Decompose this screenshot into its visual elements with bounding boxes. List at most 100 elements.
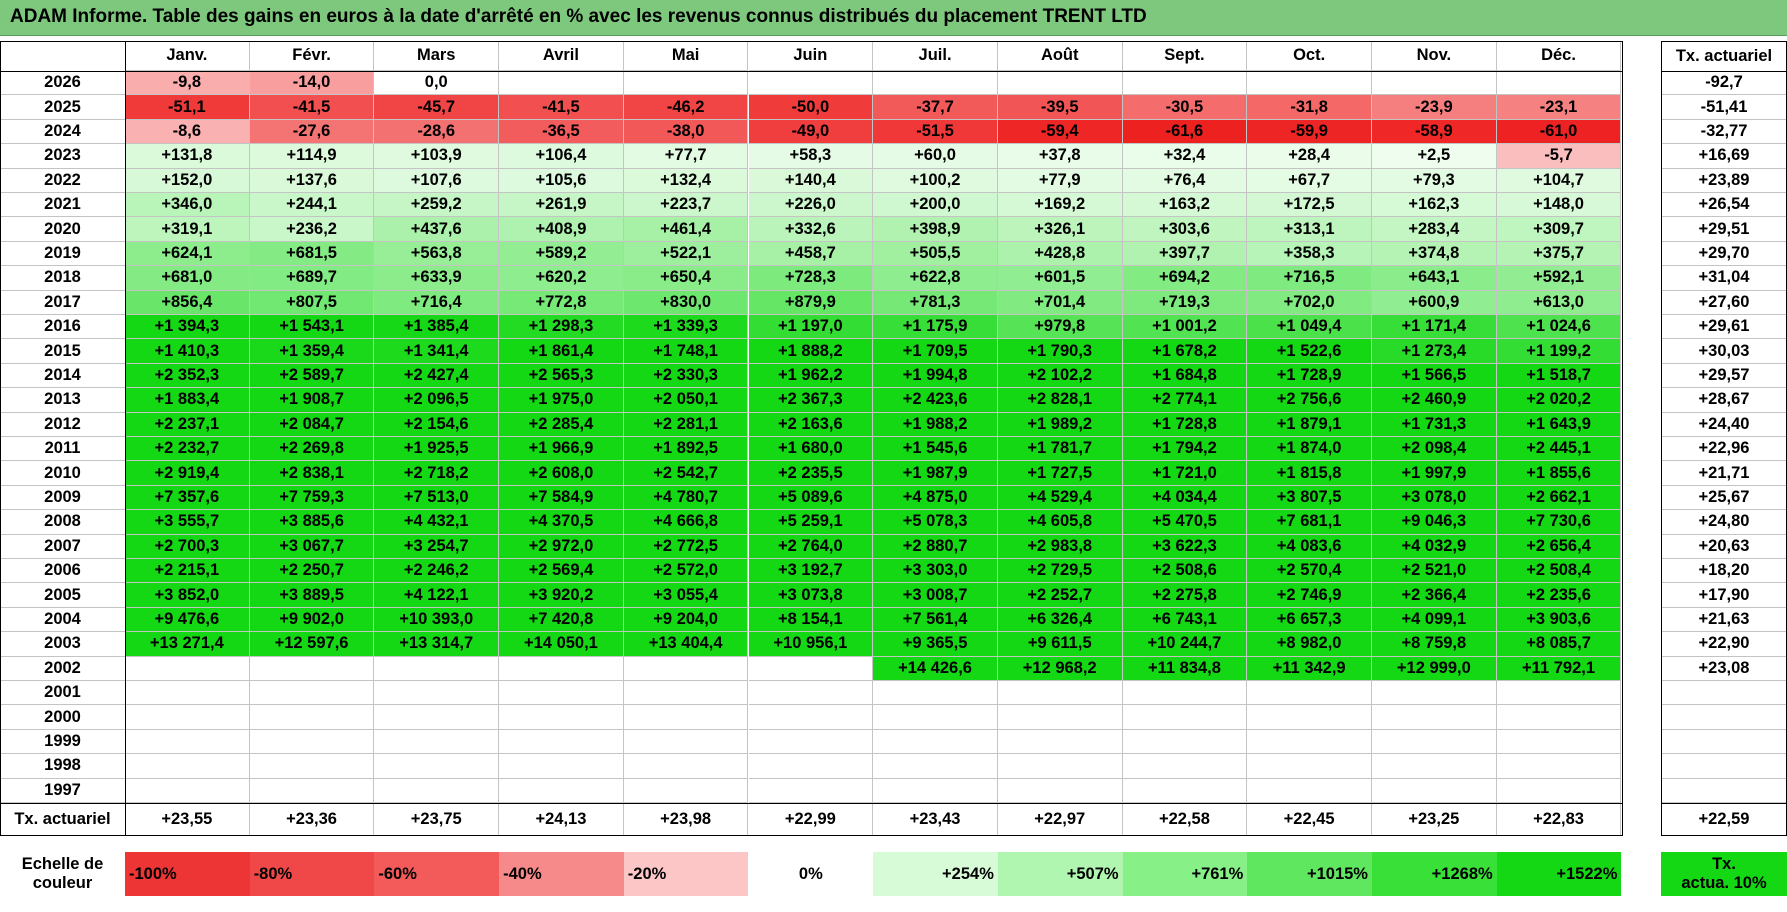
gain-cell: +1 394,3: [125, 315, 250, 340]
annual-rate-cell: -92,7: [1661, 71, 1787, 96]
gain-cell: +7 357,6: [125, 485, 250, 511]
gain-cell: +2 445,1: [1496, 437, 1622, 462]
gain-cell: +106,4: [499, 144, 624, 169]
year-label: 2009: [0, 486, 125, 511]
gain-cell: +1 888,2: [748, 339, 874, 364]
gain-cell: +2 163,6: [748, 412, 874, 437]
gain-cell: +428,8: [997, 241, 1123, 267]
gain-cell: [374, 656, 500, 681]
gain-cell: +7 420,8: [499, 607, 624, 633]
gain-cell: +2 919,4: [125, 461, 250, 486]
gain-cell: -39,5: [997, 95, 1123, 120]
gain-cell: -51,5: [873, 119, 998, 145]
gain-cell: +1 966,9: [499, 437, 624, 462]
legend-swatch: -100%: [125, 852, 250, 896]
gain-cell: +1 861,4: [499, 339, 624, 364]
gain-cell: +728,3: [748, 266, 874, 291]
gain-cell: +14 426,6: [873, 656, 998, 681]
footer-rate-cell: +23,25: [1372, 803, 1497, 835]
gain-cell: [125, 729, 250, 755]
gain-cell: +1 790,3: [997, 339, 1123, 364]
legend-swatch: +1268%: [1372, 852, 1497, 896]
gain-cell: +5 078,3: [873, 510, 998, 535]
annual-rate-cell: +21,63: [1661, 608, 1787, 633]
gain-cell: -27,6: [249, 119, 375, 145]
gain-cell: +2 281,1: [623, 412, 749, 437]
gain-cell: [623, 705, 749, 730]
gain-cell: +259,2: [374, 193, 500, 218]
gain-cell: [1372, 705, 1497, 730]
gain-cell: +1 522,6: [1247, 339, 1372, 364]
gain-cell: +8 085,7: [1496, 632, 1622, 657]
year-label: 2023: [0, 144, 125, 169]
gain-cell: [499, 71, 624, 96]
gain-cell: +1 815,8: [1247, 461, 1372, 486]
gain-cell: +2 237,1: [125, 412, 250, 437]
year-label: 2016: [0, 315, 125, 340]
annual-rate-cell: -32,77: [1661, 120, 1787, 145]
month-header: Juin: [748, 41, 874, 71]
gain-cell: +4 875,0: [873, 485, 998, 511]
gain-cell: [249, 656, 375, 681]
year-label: 2005: [0, 583, 125, 608]
gain-cell: +1 545,6: [873, 437, 998, 462]
annual-rate-cell: +31,04: [1661, 266, 1787, 291]
gain-cell: -30,5: [1122, 95, 1248, 120]
gain-cell: +2 542,7: [623, 461, 749, 486]
gain-cell: [997, 778, 1123, 803]
gain-cell: +1 339,3: [623, 315, 749, 340]
annual-rate-cell: +21,71: [1661, 461, 1787, 486]
gain-cell: +172,5: [1247, 193, 1372, 218]
gain-cell: +4 666,8: [623, 510, 749, 535]
year-label: 2010: [0, 461, 125, 486]
month-header: Avril: [499, 41, 624, 71]
month-header: Oct.: [1247, 41, 1372, 71]
gain-cell: +772,8: [499, 290, 624, 315]
annual-rate-cell: [1661, 705, 1787, 730]
year-label: 1999: [0, 730, 125, 755]
gain-cell: +1 543,1: [249, 315, 375, 340]
gain-cell: [499, 754, 624, 779]
gain-cell: [1496, 729, 1622, 755]
gain-cell: [997, 71, 1123, 96]
gain-cell: [249, 778, 375, 803]
year-label: 2003: [0, 632, 125, 657]
gain-cell: [623, 681, 749, 706]
gain-cell: +3 852,0: [125, 583, 250, 608]
gain-cell: +522,1: [623, 241, 749, 267]
gain-cell: +374,8: [1372, 241, 1497, 267]
gain-cell: +2 275,8: [1122, 583, 1248, 608]
gain-cell: +2 508,4: [1496, 559, 1622, 584]
year-label: 2020: [0, 217, 125, 242]
gain-cell: +9 046,3: [1372, 510, 1497, 535]
gain-cell: +643,1: [1372, 266, 1497, 291]
gain-cell: +979,8: [997, 315, 1123, 340]
gain-cell: +313,1: [1247, 217, 1372, 242]
gain-cell: +701,4: [997, 290, 1123, 315]
legend-swatch: -80%: [249, 852, 375, 896]
gain-cell: +169,2: [997, 193, 1123, 218]
annual-rate-cell: +16,69: [1661, 144, 1787, 169]
gain-cell: +716,5: [1247, 266, 1372, 291]
gain-cell: [125, 656, 250, 681]
gain-cell: +7 584,9: [499, 485, 624, 511]
gain-cell: +2 252,7: [997, 583, 1123, 608]
gain-cell: +601,5: [997, 266, 1123, 291]
gain-cell: [748, 705, 874, 730]
gain-cell: +148,0: [1496, 193, 1622, 218]
footer-rate-cell: +23,55: [125, 803, 250, 835]
gain-cell: +3 067,7: [249, 534, 375, 559]
annual-rate-cell: +28,67: [1661, 388, 1787, 413]
gain-cell: [125, 705, 250, 730]
year-label: 2019: [0, 242, 125, 267]
annual-rate-cell: +23,89: [1661, 169, 1787, 193]
gain-cell: [1122, 754, 1248, 779]
gain-cell: +1 962,2: [748, 363, 874, 389]
gain-cell: +694,2: [1122, 266, 1248, 291]
annual-rate-cell: -51,41: [1661, 95, 1787, 120]
gain-cell: +2 084,7: [249, 412, 375, 437]
gain-cell: +7 513,0: [374, 485, 500, 511]
gain-cell: +1 643,9: [1496, 412, 1622, 437]
gain-cell: +592,1: [1496, 266, 1622, 291]
gain-cell: -41,5: [499, 95, 624, 120]
